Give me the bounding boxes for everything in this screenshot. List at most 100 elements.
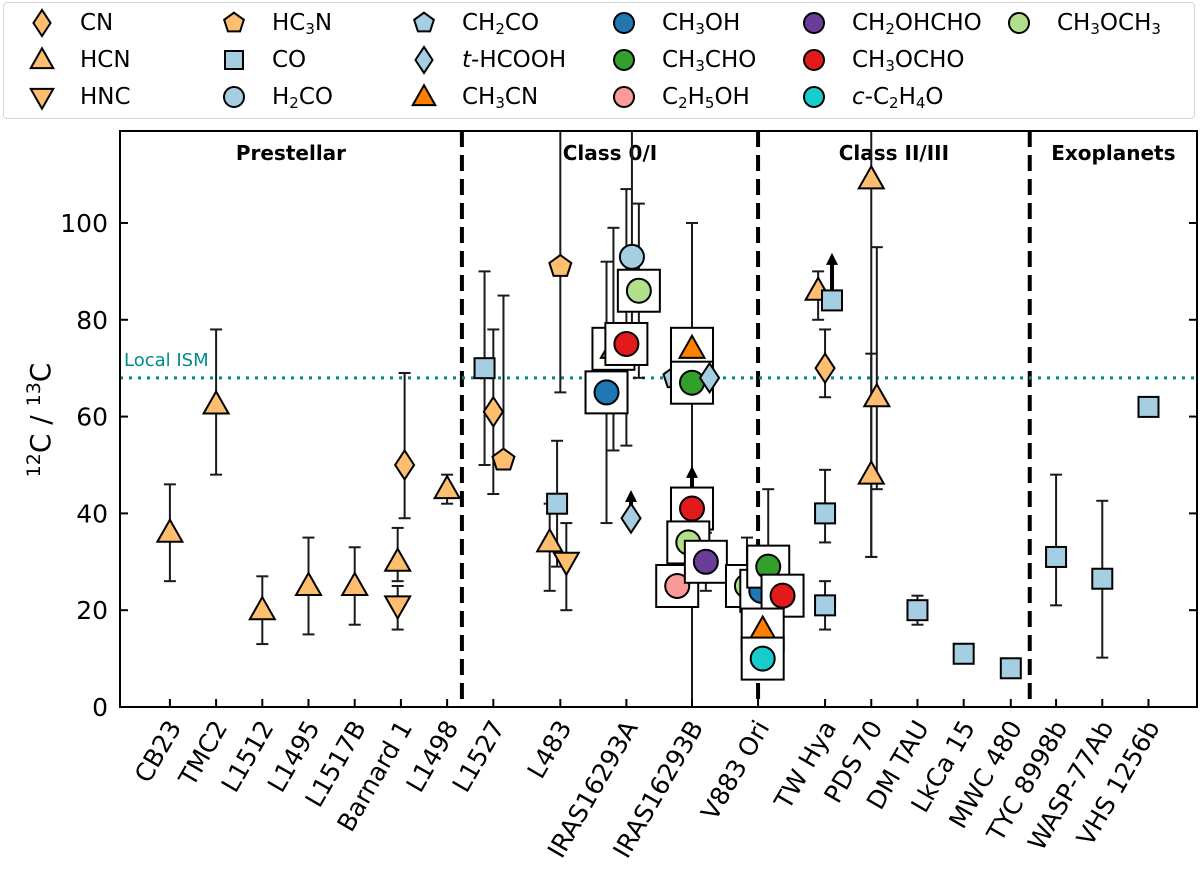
marker-ch3ocho (613, 330, 640, 357)
marker-hcn (201, 389, 231, 415)
data-point (857, 459, 886, 485)
legend-marker (613, 12, 635, 34)
data-point (857, 164, 886, 190)
legend-item-ch3cho: CH3CHO (604, 42, 756, 78)
data-point (760, 573, 805, 618)
plot-frame (119, 130, 1198, 708)
data-point (482, 395, 505, 429)
data-point (862, 382, 892, 408)
legend-item-ch2ohcho: CH2OHCHO (794, 5, 982, 41)
y-tick-label: 0 (92, 693, 108, 722)
legend-marker (411, 83, 437, 107)
legend: CN HCN HNC HC3N CO H2CO CH2CO t-HCOOH CH3CN CH3OH… (3, 2, 1195, 119)
data-point (616, 268, 661, 313)
data-point (248, 595, 277, 621)
error-bars-layer (163, 131, 1109, 708)
regions-layer: Prestellar Class 0/I Class II/III Exoplanet… (236, 131, 1175, 707)
legend-item-c2h5oh: C2H5OH (604, 79, 750, 115)
marker-cn (814, 351, 836, 385)
legend-marker-icon (613, 86, 635, 108)
data-point (1045, 545, 1068, 568)
legend-marker-icon (29, 87, 55, 111)
marker-co (999, 657, 1022, 680)
legend-label: c-C2H4O (852, 84, 944, 112)
region-label: Class 0/I (563, 141, 657, 165)
legend-label: CH2CO (462, 10, 540, 38)
legend-marker-icon (222, 11, 246, 33)
marker-hcn (248, 595, 277, 621)
legend-marker (803, 86, 825, 108)
data-point (491, 447, 516, 471)
legend-item-t-hcooh: t-HCOOH (404, 42, 566, 78)
legend-item-h2co: H2CO (214, 79, 333, 115)
y-axis-label: 12C / 13C (23, 363, 57, 478)
marker-frame (604, 321, 649, 366)
legend-label: CH3OH (662, 10, 741, 38)
y-tick-label: 100 (60, 209, 108, 238)
marker-c-c2h4o (749, 645, 776, 672)
data-point (999, 657, 1022, 680)
marker-hcn (383, 546, 412, 572)
data-point (535, 527, 564, 553)
legend-label: C2H5OH (662, 84, 750, 112)
marker-co (820, 289, 843, 312)
legend-label: CH3CHO (662, 47, 757, 75)
data-point (683, 539, 728, 584)
marker-t-hcooh (698, 361, 721, 395)
data-point (393, 448, 416, 482)
marker-hnc (383, 595, 412, 621)
legend-marker (803, 49, 825, 71)
marker-t-hcooh (620, 501, 642, 535)
data-point (383, 546, 412, 572)
legend-label: HNC (80, 84, 131, 110)
marker-hnc (552, 551, 581, 577)
marker-cn (393, 448, 416, 482)
marker-co (1091, 567, 1114, 590)
data-point (340, 570, 369, 596)
data-point (584, 370, 629, 415)
legend-item-ch3och3: CH3OCH3 (999, 5, 1161, 41)
marker-hcn (857, 459, 886, 485)
legend-item-ch3oh: CH3OH (604, 5, 740, 41)
data-point (201, 389, 231, 415)
marker-hcn (857, 164, 886, 190)
marker-ch3ocho (678, 495, 705, 522)
legend-marker-icon (803, 86, 825, 108)
legend-label: CN (80, 10, 114, 36)
reference-line-layer: Local ISM (120, 350, 1197, 380)
data-point (548, 253, 573, 277)
legend-marker (414, 45, 434, 75)
marker-frame (683, 539, 728, 584)
marker-ch3oh (593, 379, 620, 406)
legend-marker-icon (613, 12, 635, 34)
legend-marker (613, 86, 635, 108)
legend-marker (32, 8, 52, 38)
y-tick-label: 60 (76, 403, 108, 432)
marker-co (546, 492, 569, 515)
legend-marker-icon (414, 45, 434, 75)
legend-marker (803, 12, 825, 34)
legend-marker-icon (1008, 12, 1030, 34)
legend-label: HCN (80, 47, 131, 73)
data-point (906, 599, 929, 622)
marker-co (1045, 545, 1068, 568)
region-label: Prestellar (236, 141, 346, 165)
data-point (552, 551, 581, 577)
legend-marker-icon (613, 49, 635, 71)
lower-limit-arrow-head (625, 490, 638, 503)
legend-label: CH3CN (462, 84, 539, 112)
data-point (820, 289, 843, 312)
marker-c2h5oh (664, 572, 691, 599)
legend-item-ch2co: CH2CO (404, 5, 539, 41)
marker-hcn (155, 517, 185, 543)
region-label: Class II/III (839, 141, 949, 165)
lower-limit-arrow-head (685, 465, 698, 478)
marker-co (814, 594, 837, 617)
data-point (698, 361, 721, 395)
data-point (294, 570, 323, 596)
marker-cn (482, 395, 505, 429)
legend-marker-icon (803, 12, 825, 34)
legend-marker-icon (223, 86, 245, 108)
legend-label: HC3N (272, 10, 333, 38)
